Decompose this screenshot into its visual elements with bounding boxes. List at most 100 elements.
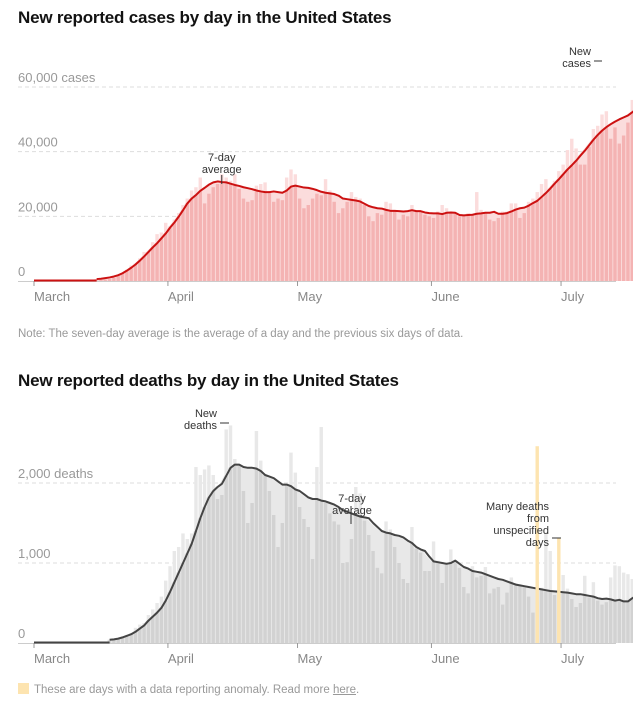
daily-bar-excess (293, 472, 298, 490)
daily-bar (194, 194, 198, 281)
daily-bar (168, 227, 172, 281)
daily-bar (570, 599, 574, 643)
daily-bar-excess (470, 566, 475, 571)
daily-bar (207, 497, 211, 643)
daily-bar-excess (189, 533, 194, 544)
daily-bar (120, 273, 125, 281)
daily-bar (397, 219, 401, 281)
y-tick-label: 40,000 (18, 135, 58, 150)
daily-bar-excess (591, 582, 596, 597)
daily-bar (185, 203, 190, 281)
daily-bar (509, 583, 514, 643)
daily-bar-excess (384, 521, 388, 533)
daily-bar (168, 591, 172, 643)
daily-bar (418, 552, 423, 643)
daily-bar (371, 221, 375, 281)
daily-bar (401, 214, 406, 281)
daily-bar-excess (189, 190, 194, 199)
daily-bar-excess (228, 180, 233, 184)
annotation-new-cases-line2: cases (562, 58, 591, 70)
daily-bar-excess (358, 493, 362, 517)
daily-bar (297, 198, 302, 281)
daily-bar (198, 518, 202, 643)
daily-bar (107, 279, 112, 281)
daily-bar (367, 216, 371, 281)
daily-bar-excess (194, 187, 198, 195)
daily-bar-excess (440, 205, 444, 215)
daily-bar (142, 625, 146, 643)
daily-bar (388, 533, 393, 643)
daily-bar-excess (358, 198, 362, 202)
y-tick-label: 20,000 (18, 199, 58, 214)
daily-bar-excess (259, 460, 263, 471)
daily-bar (600, 604, 604, 643)
daily-bar (332, 521, 336, 643)
daily-bar-excess (151, 609, 155, 617)
daily-bar (505, 592, 509, 643)
daily-bar (479, 575, 483, 643)
daily-bar (267, 491, 272, 643)
daily-bar (336, 213, 341, 281)
daily-bar-excess (172, 551, 177, 583)
daily-bar (99, 280, 103, 281)
daily-bar (613, 127, 617, 282)
x-tick-label: March (34, 289, 70, 304)
daily-bar (284, 190, 289, 281)
daily-bar (436, 562, 440, 643)
daily-bar (246, 201, 250, 281)
daily-bar (125, 270, 129, 281)
daily-bar (254, 190, 259, 281)
daily-bar (241, 491, 246, 643)
y-tick-label: 60,000 cases (18, 70, 96, 85)
daily-bar (453, 213, 457, 281)
daily-bar (548, 188, 552, 281)
read-more-link[interactable]: here (332, 684, 356, 696)
daily-bar (604, 127, 609, 282)
daily-bar (505, 213, 509, 281)
daily-bar (237, 465, 241, 643)
daily-bar (237, 188, 241, 281)
daily-bar (414, 211, 418, 281)
daily-bar-excess (181, 205, 185, 211)
daily-bar-excess (233, 459, 237, 465)
daily-bar (621, 135, 626, 281)
daily-bar (578, 603, 583, 643)
x-tick-label: March (34, 651, 70, 666)
daily-bar (578, 164, 583, 281)
daily-bar (211, 187, 215, 281)
daily-bar (548, 591, 552, 643)
daily-bar (250, 200, 254, 281)
daily-bar (146, 620, 151, 643)
anomaly-legend-text: These are days with a data reporting ano… (34, 684, 333, 696)
daily-bar (103, 279, 107, 281)
daily-bar (345, 562, 349, 643)
daily-bar (552, 183, 557, 281)
daily-bar-excess (621, 572, 626, 602)
daily-bar (319, 195, 323, 281)
daily-bar (362, 520, 367, 643)
daily-bar-excess (319, 427, 323, 501)
daily-bar (129, 267, 133, 281)
daily-bar (155, 243, 159, 281)
annotation-anomaly-line3: unspecified (493, 525, 549, 537)
daily-bar (410, 210, 414, 281)
daily-bar-excess (293, 174, 298, 186)
daily-bar (444, 564, 449, 643)
anomaly-bar (535, 446, 539, 643)
daily-bar-excess (613, 565, 617, 601)
daily-bar (500, 604, 505, 643)
daily-bar-excess (388, 203, 393, 211)
deaths-chart: 0 1,000 2,000 deaths March April May June July N… (18, 408, 633, 666)
daily-bar (392, 211, 397, 281)
daily-bar-excess (194, 467, 198, 531)
daily-bar (488, 219, 492, 281)
daily-bar (496, 587, 501, 643)
daily-bar (233, 464, 237, 643)
daily-bar (539, 589, 544, 643)
daily-bar (626, 601, 630, 643)
daily-bar-excess (224, 429, 228, 476)
daily-bar-excess (181, 533, 185, 563)
x-tick-label: April (168, 651, 194, 666)
daily-bar (272, 515, 276, 643)
daily-bar (306, 205, 310, 281)
